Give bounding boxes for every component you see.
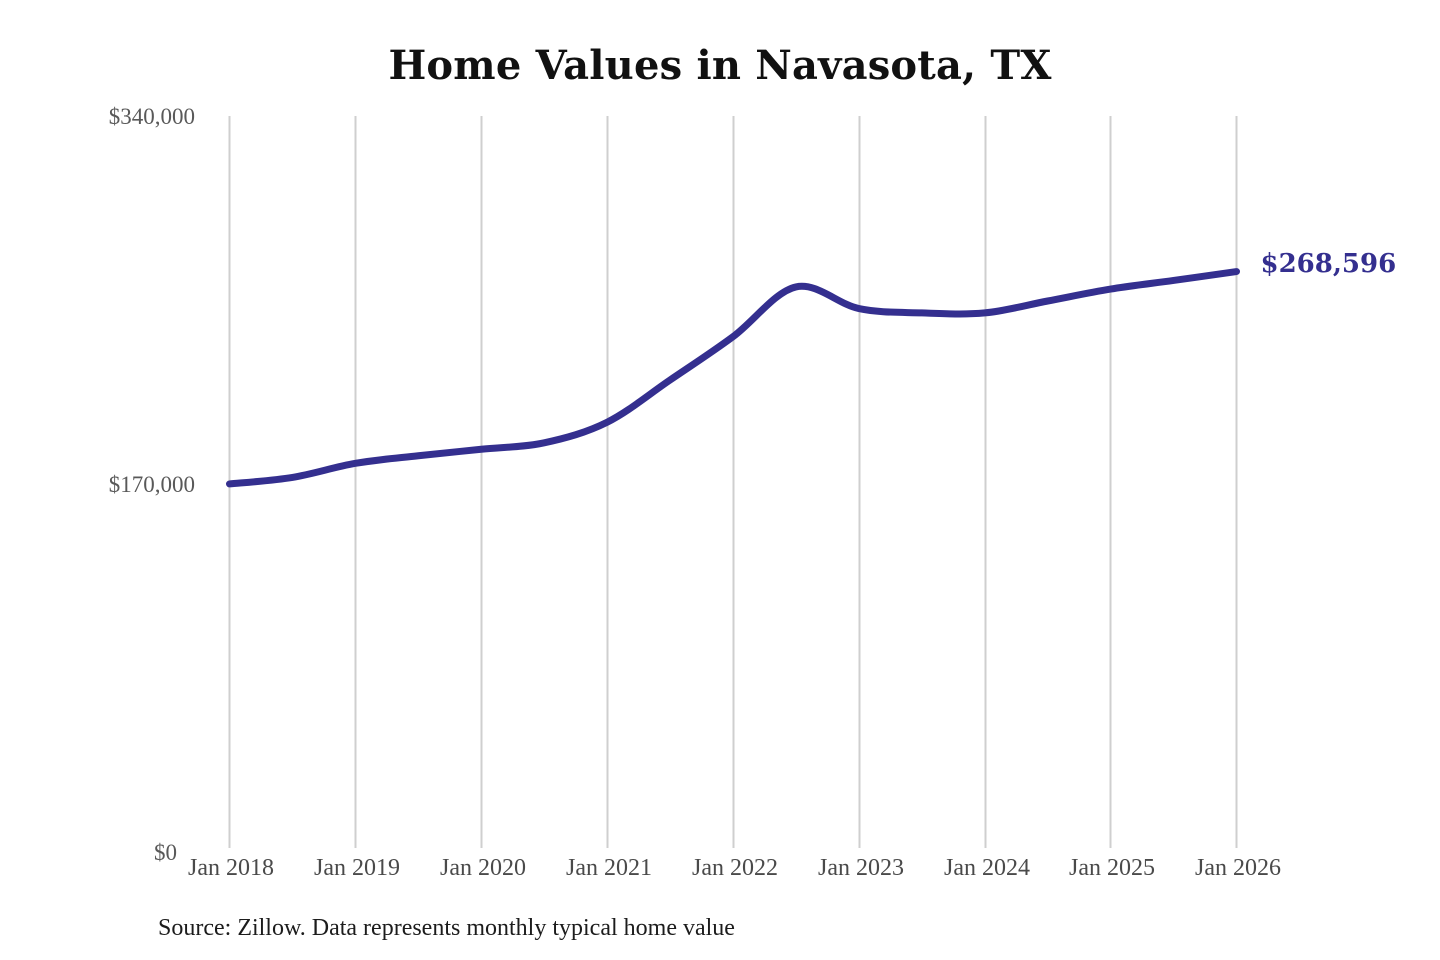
source-footnote: Source: Zillow. Data represents monthly … (158, 915, 735, 941)
x-axis-tick-jan-2018: Jan 2018 (188, 855, 274, 881)
x-axis-tick-jan-2023: Jan 2023 (818, 855, 904, 881)
data-series-line (226, 268, 1240, 488)
x-axis-tick-jan-2020: Jan 2020 (440, 855, 526, 881)
page-title: Home Values in Navasota, TX (388, 42, 1052, 89)
y-axis-tick-top: $340,000 (108, 104, 195, 129)
y-axis-tick-zero: $0 (154, 840, 177, 865)
x-axis-tick-jan-2024: Jan 2024 (944, 855, 1030, 881)
end-value-annotation: $268,596 (1260, 248, 1397, 279)
gridline-group (228, 116, 1238, 848)
x-axis-tick-jan-2026: Jan 2026 (1195, 855, 1281, 881)
x-axis-tick-jan-2021: Jan 2021 (566, 855, 652, 881)
x-axis-tick-jan-2025: Jan 2025 (1069, 855, 1155, 881)
x-axis-tick-jan-2022: Jan 2022 (692, 855, 778, 881)
x-axis-tick-jan-2019: Jan 2019 (314, 855, 400, 881)
y-axis-tick-mid: $170,000 (108, 472, 195, 497)
